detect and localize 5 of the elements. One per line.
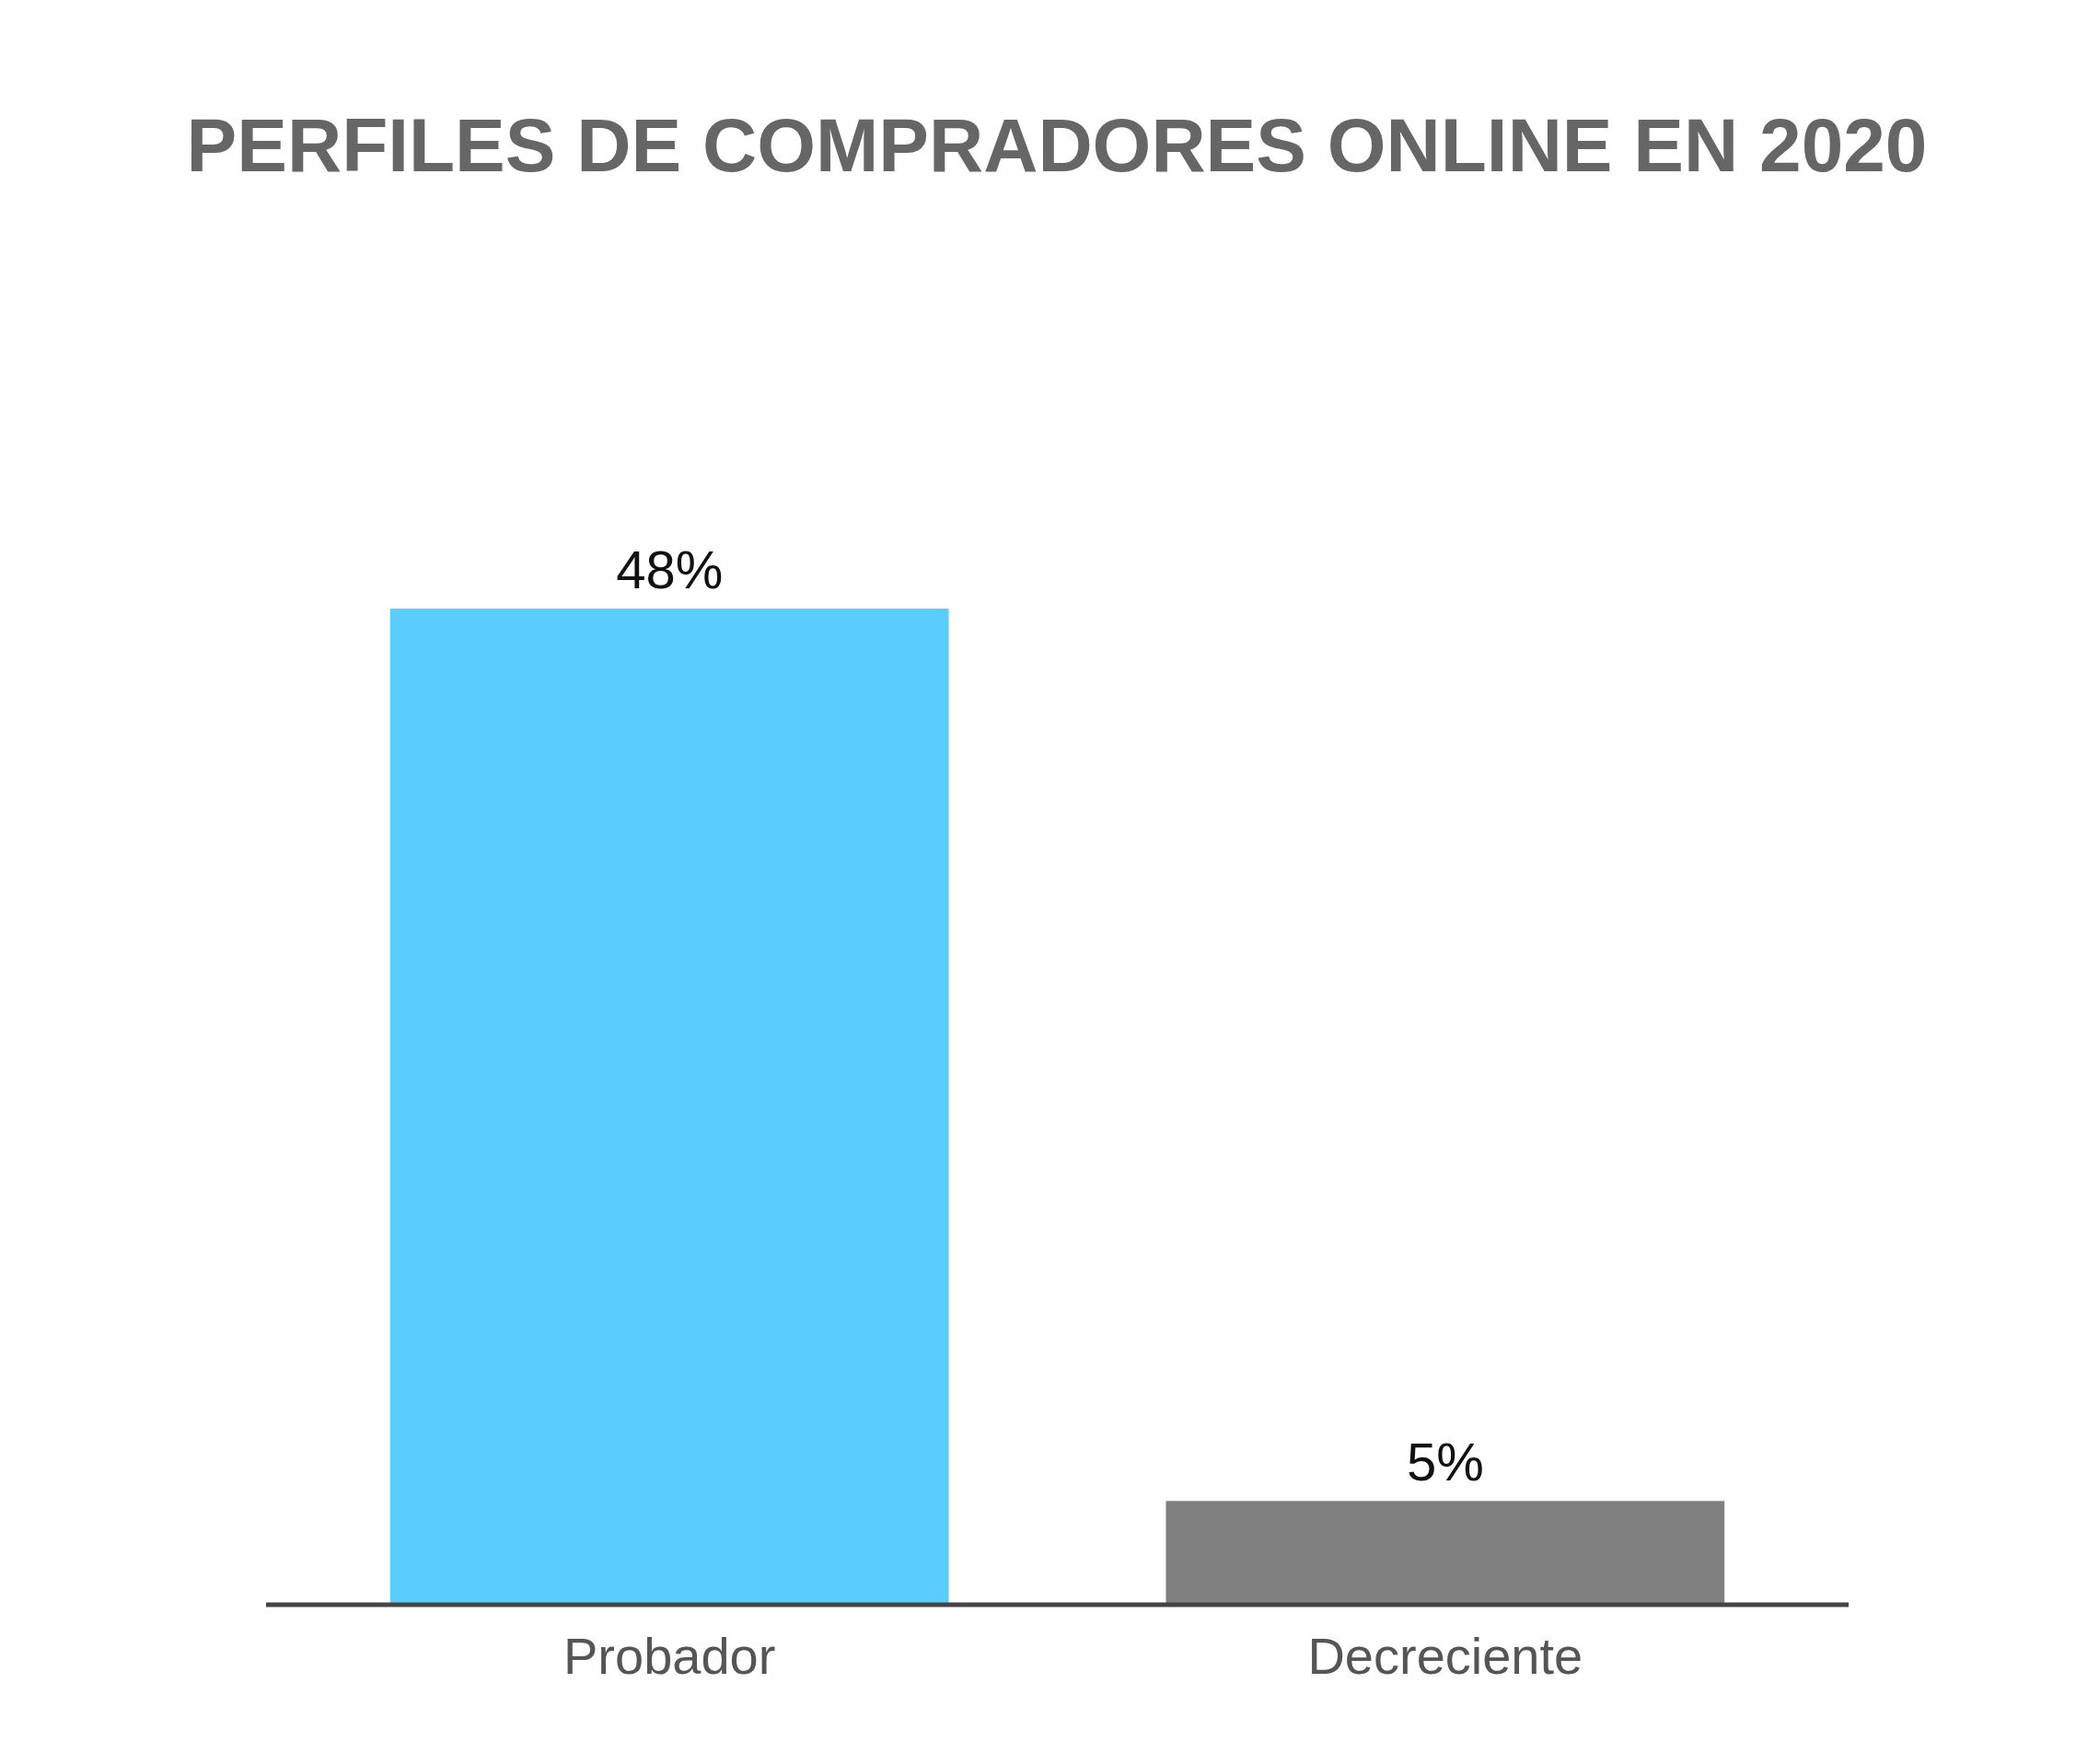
x-tick-label: Decreciente (1307, 1627, 1583, 1685)
chart-title: PERFILES DE COMPRADORES ONLINE EN 2020 (186, 103, 1928, 187)
data-label: 5% (1406, 1432, 1484, 1492)
data-label: 48% (616, 540, 724, 599)
x-tick-label: Probador (562, 1627, 776, 1685)
